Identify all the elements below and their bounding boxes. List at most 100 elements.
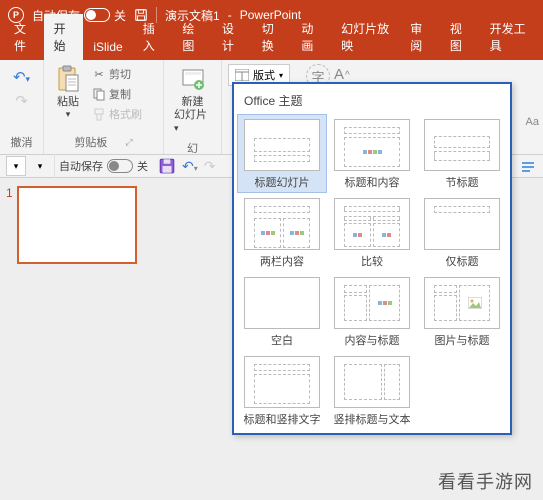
clipboard-group-label: 剪贴板 [74, 134, 107, 150]
paste-icon [55, 65, 81, 95]
layout-label: 空白 [271, 332, 293, 348]
layout-picture-caption[interactable]: 图片与标题 [418, 273, 506, 350]
qat-autosave-state: 关 [137, 158, 148, 174]
layout-blank[interactable]: 空白 [238, 273, 326, 350]
layout-vertical-title-text[interactable]: 竖排标题与文本 [328, 352, 416, 429]
layout-thumb [244, 198, 320, 250]
paste-button[interactable]: 粘贴▾ [50, 64, 86, 122]
layout-thumb [334, 277, 410, 329]
layout-thumb [244, 356, 320, 408]
slide-thumbnail[interactable] [17, 186, 137, 264]
format-painter-label: 格式刷 [109, 106, 142, 122]
ribbon-group-clipboard: 粘贴▾ ✂剪切 复制 格式刷 剪贴板 ⤢ [44, 60, 164, 154]
layout-label: 节标题 [446, 174, 479, 190]
chevron-down-icon: ▾ [38, 161, 43, 172]
chevron-down-icon: ▾ [174, 123, 179, 133]
layout-title-slide[interactable]: 标题幻灯片 [238, 115, 326, 192]
qat-save-icon[interactable] [158, 157, 176, 175]
cut-icon: ✂ [92, 67, 106, 81]
chevron-down-icon: ▾ [66, 109, 71, 120]
qat-autosave-toggle[interactable]: 自动保存 关 [55, 158, 152, 174]
tab-home[interactable]: 开始 [44, 14, 84, 60]
chevron-down-icon: ▾ [279, 71, 283, 80]
font-size-increase-decrease[interactable]: A^ [334, 64, 350, 83]
layout-thumb [424, 198, 500, 250]
slide-number: 1 [6, 186, 13, 264]
paste-label: 粘贴 [57, 96, 79, 109]
layout-gallery-popup: Office 主题 标题幻灯片 标题和内容 节标题 [232, 82, 512, 435]
layout-comparison[interactable]: 比较 [328, 194, 416, 271]
gallery-grid: 标题幻灯片 标题和内容 节标题 两栏内容 [238, 115, 506, 429]
qat-misc-icon[interactable] [521, 159, 535, 173]
slide-thumbnails-pane[interactable]: 1 [0, 178, 150, 500]
new-slide-icon [179, 66, 207, 94]
tab-animations[interactable]: 动画 [291, 14, 331, 60]
layout-label: 内容与标题 [345, 332, 400, 348]
layout-label: 标题和竖排文字 [244, 411, 321, 427]
copy-button[interactable]: 复制 [90, 84, 144, 104]
layout-thumb [334, 356, 410, 408]
format-painter-icon [92, 107, 106, 121]
slide-thumbnail-row[interactable]: 1 [6, 186, 144, 264]
tab-file[interactable]: 文件 [4, 14, 44, 60]
tab-dev[interactable]: 开发工具 [480, 14, 539, 60]
cut-label: 剪切 [109, 66, 131, 82]
copy-label: 复制 [109, 86, 131, 102]
copy-icon [92, 87, 106, 101]
ribbon-display-options[interactable]: ▾ [6, 156, 26, 176]
toggle-switch-icon [107, 159, 133, 173]
new-slide-label-1: 新建 [182, 96, 204, 109]
undo-group-label: 撤消 [6, 132, 37, 150]
layout-thumb [424, 277, 500, 329]
layout-label: 标题和内容 [345, 174, 400, 190]
autosave-state: 关 [114, 7, 126, 24]
ribbon-collapse[interactable]: ▾ [30, 156, 50, 176]
redo-icon[interactable]: ↷ [15, 92, 28, 110]
layout-title-vertical-text[interactable]: 标题和竖排文字 [238, 352, 326, 429]
tab-view[interactable]: 视图 [440, 14, 480, 60]
qat-undo-icon[interactable]: ↶▾ [182, 158, 198, 175]
layout-label: 图片与标题 [435, 332, 490, 348]
tab-transitions[interactable]: 切换 [252, 14, 292, 60]
tab-islide[interactable]: iSlide [83, 34, 132, 60]
layout-content-caption[interactable]: 内容与标题 [328, 273, 416, 350]
undo-icon[interactable]: ↶▾ [13, 68, 30, 86]
gallery-title: Office 主题 [238, 88, 506, 115]
tab-design[interactable]: 设计 [212, 14, 252, 60]
new-slide-button[interactable]: 新建幻灯片 ▾ [170, 64, 215, 138]
layout-label: 两栏内容 [260, 253, 304, 269]
layout-icon [235, 69, 249, 81]
layout-thumb [334, 119, 410, 171]
ribbon-tabs: 文件 开始 iSlide 插入 绘图 设计 切换 动画 幻灯片放映 审阅 视图 … [0, 30, 543, 60]
ribbon-group-undo: ↶▾ ↷ 撤消 [0, 60, 44, 154]
tab-insert[interactable]: 插入 [133, 14, 173, 60]
layout-thumb [244, 119, 320, 171]
layout-label: 仅标题 [446, 253, 479, 269]
layout-label: 版式 [253, 67, 275, 83]
layout-thumb [334, 198, 410, 250]
layout-title-only[interactable]: 仅标题 [418, 194, 506, 271]
layout-title-content[interactable]: 标题和内容 [328, 115, 416, 192]
clipboard-launcher-icon[interactable]: ⤢ [125, 137, 132, 148]
watermark-text: 看看手游网 [438, 468, 533, 494]
tab-review[interactable]: 审阅 [400, 14, 440, 60]
layout-thumb [424, 119, 500, 171]
tab-slideshow[interactable]: 幻灯片放映 [331, 14, 400, 60]
format-painter-button[interactable]: 格式刷 [90, 104, 144, 124]
qat-autosave-label: 自动保存 [59, 158, 103, 174]
layout-section-header[interactable]: 节标题 [418, 115, 506, 192]
layout-two-content[interactable]: 两栏内容 [238, 194, 326, 271]
layout-label: 比较 [361, 253, 383, 269]
slides-group-label: 幻 [170, 138, 215, 156]
new-slide-label-2: 幻灯片 [174, 109, 207, 121]
layout-thumb [244, 277, 320, 329]
cut-button[interactable]: ✂剪切 [90, 64, 144, 84]
ribbon-group-slides: 新建幻灯片 ▾ 幻 [164, 60, 222, 154]
toggle-switch-icon [84, 8, 110, 22]
chevron-down-icon: ▾ [14, 161, 19, 172]
layout-label: 竖排标题与文本 [334, 411, 411, 427]
layout-label: 标题幻灯片 [255, 174, 310, 190]
qat-redo-icon[interactable]: ↷ [204, 158, 216, 175]
tab-draw[interactable]: 绘图 [172, 14, 212, 60]
font-Aa-partial: Aa [526, 116, 539, 128]
